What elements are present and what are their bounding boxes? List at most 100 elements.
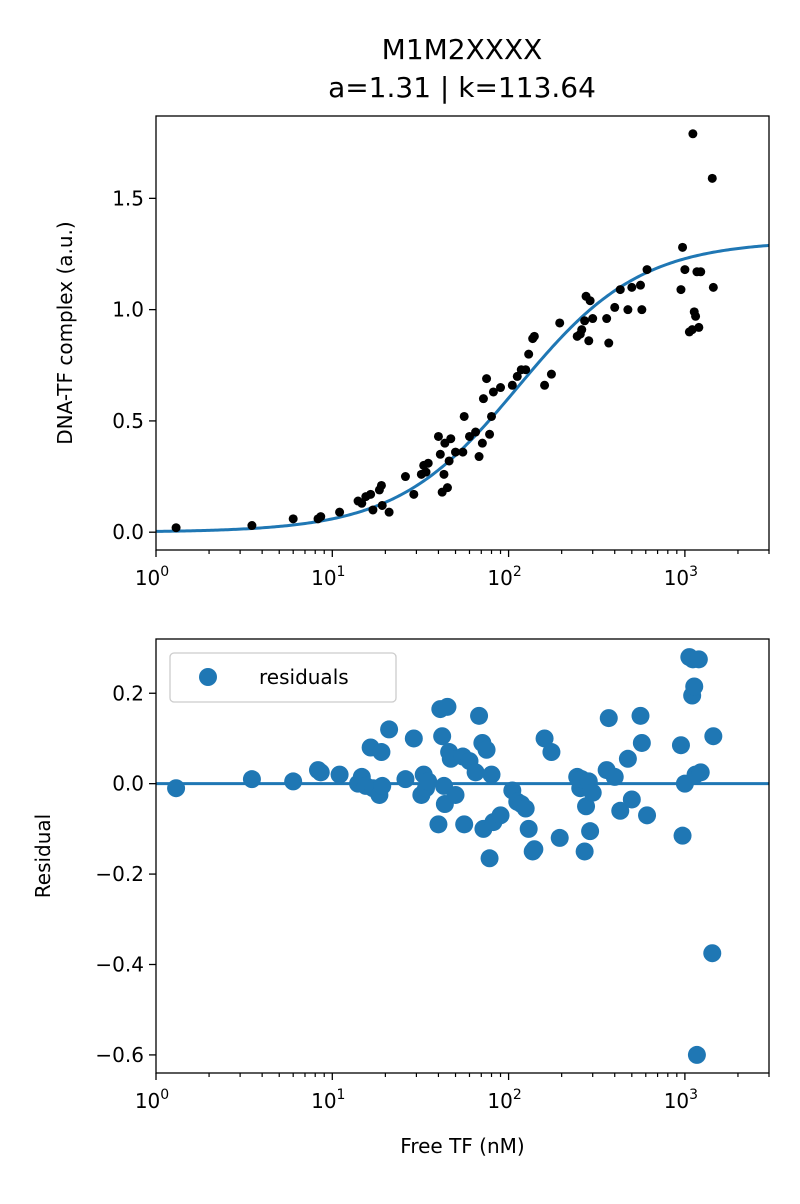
- data-point: [488, 387, 498, 397]
- residual-point: [535, 729, 554, 748]
- residual-point: [673, 826, 692, 845]
- data-point: [384, 507, 394, 517]
- data-point: [602, 314, 612, 324]
- data-point: [615, 285, 625, 295]
- data-point: [707, 173, 717, 183]
- data-point: [691, 311, 701, 321]
- legend-label: residuals: [259, 665, 349, 689]
- residual-point: [404, 729, 423, 748]
- y-tick-label: 0.5: [112, 409, 144, 433]
- data-point: [357, 498, 367, 508]
- data-point: [584, 336, 594, 346]
- residual-point: [671, 736, 690, 755]
- x-tick-label: 101: [311, 564, 345, 590]
- data-point: [451, 447, 461, 457]
- residual-point: [581, 822, 600, 841]
- data-point: [421, 467, 431, 477]
- data-point: [627, 282, 637, 292]
- data-point: [696, 267, 706, 277]
- x-tick-label: 101: [311, 1087, 345, 1113]
- fit-plot-axes: 100 101 102 103 0.0 0.5 1.0 1.5 DNA-TF complex (…: [53, 115, 770, 590]
- y-tick-label: 0.0: [112, 772, 144, 796]
- residual-point: [638, 806, 657, 825]
- data-point: [588, 314, 598, 324]
- residual-point: [516, 799, 535, 818]
- x-tick-label: 102: [487, 1087, 521, 1113]
- data-point: [678, 242, 688, 252]
- residual-point: [455, 815, 474, 834]
- residual-point: [618, 749, 637, 768]
- residual-point: [599, 709, 618, 728]
- residual-point: [542, 743, 561, 762]
- data-point: [546, 369, 556, 379]
- residual-point: [419, 772, 438, 791]
- residual-point: [466, 763, 485, 782]
- data-point: [474, 452, 484, 462]
- residual-point: [685, 677, 704, 696]
- residual-point: [550, 828, 569, 847]
- data-point: [496, 383, 506, 393]
- residual-point: [575, 842, 594, 861]
- legend-marker: [199, 668, 217, 686]
- data-point: [676, 285, 686, 295]
- data-point: [507, 380, 517, 390]
- data-point: [247, 521, 257, 531]
- data-point: [435, 449, 445, 459]
- data-point: [433, 431, 443, 441]
- axes-frame: [155, 115, 770, 551]
- data-point: [635, 280, 645, 290]
- chart-title-line1: M1M2XXXX: [382, 33, 543, 66]
- data-point: [459, 411, 469, 421]
- residual-point: [525, 840, 544, 859]
- residual-point: [632, 733, 651, 752]
- residual-point: [611, 801, 630, 820]
- data-point: [482, 374, 492, 384]
- y-axis-label: DNA-TF complex (a.u.): [53, 221, 77, 444]
- data-point: [444, 456, 454, 466]
- y-tick-label: 0.2: [112, 681, 144, 705]
- x-tick-label: 102: [487, 564, 521, 590]
- residual-point: [396, 770, 415, 789]
- data-point: [458, 447, 468, 457]
- y-tick-label: −0.4: [95, 953, 144, 977]
- residual-point: [491, 806, 510, 825]
- residual-point: [519, 819, 538, 838]
- data-point: [604, 338, 614, 348]
- residual-point: [583, 783, 602, 802]
- data-point: [288, 514, 298, 524]
- data-point: [694, 322, 704, 332]
- residual-plot-axes: 100 101 102 103 0.2 0.0 −0.2 −0.4 −0.6 Residual Fr…: [31, 638, 770, 1158]
- residual-point: [380, 720, 399, 739]
- data-point: [680, 265, 690, 275]
- data-point: [171, 523, 181, 533]
- axes-frame: [155, 638, 770, 1074]
- legend: residuals: [169, 652, 397, 703]
- chart-title-line2: a=1.31 | k=113.64: [328, 71, 596, 104]
- data-point: [477, 438, 487, 448]
- residual-point: [373, 776, 392, 795]
- y-tick-label: −0.6: [95, 1043, 144, 1067]
- data-point: [423, 458, 433, 468]
- residual-point: [482, 765, 501, 784]
- residual-point: [577, 797, 596, 816]
- data-point: [555, 318, 565, 328]
- residual-point: [470, 706, 489, 725]
- data-point: [335, 507, 345, 517]
- data-point: [637, 305, 647, 315]
- data-point: [610, 302, 620, 312]
- y-tick-label: −0.2: [95, 862, 144, 886]
- data-point: [446, 434, 456, 444]
- data-point: [585, 296, 595, 306]
- x-tick-label: 103: [664, 1087, 698, 1113]
- residual-point: [446, 785, 465, 804]
- residual-point: [477, 740, 496, 759]
- data-point: [688, 129, 698, 139]
- data-point: [540, 380, 550, 390]
- y-axis-label: Residual: [31, 814, 55, 898]
- residual-point: [284, 772, 303, 791]
- data-point: [442, 483, 452, 493]
- data-point: [316, 512, 326, 522]
- x-tick-label: 103: [664, 564, 698, 590]
